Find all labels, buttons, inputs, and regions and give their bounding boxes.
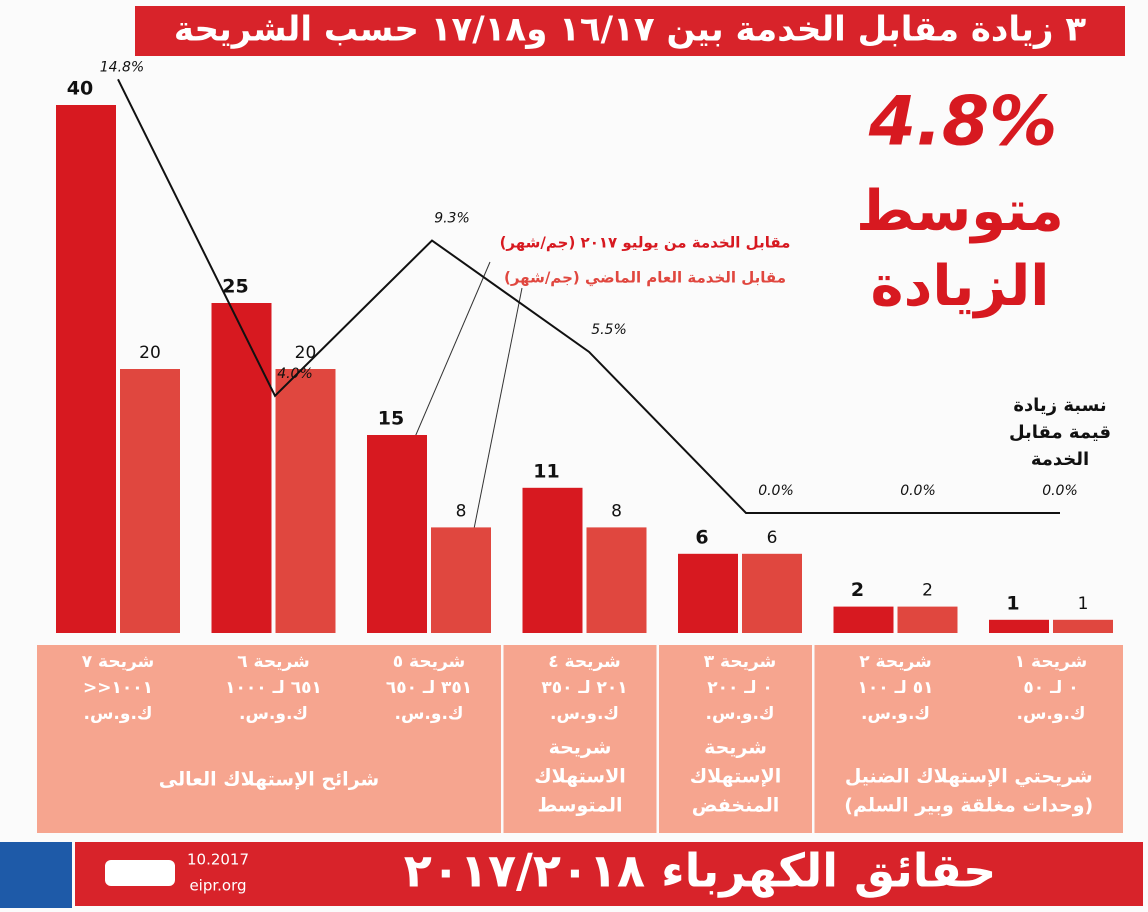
logo xyxy=(0,842,72,908)
line-value-label: 5.5% xyxy=(591,322,627,338)
leader-line xyxy=(464,287,523,575)
category-box xyxy=(503,645,657,833)
group-label: شرائح الإستهلاك العالى xyxy=(159,769,379,791)
bar xyxy=(431,527,491,633)
x-tick-label: ك.و.س. xyxy=(395,704,464,724)
value-label: 15 xyxy=(378,408,404,430)
value-label: 2 xyxy=(851,579,864,601)
bar xyxy=(742,553,802,633)
x-tick-label: ١٠٠١<< xyxy=(83,678,153,698)
bar xyxy=(211,303,272,633)
bar xyxy=(275,369,336,633)
value-label: 20 xyxy=(139,343,161,363)
footer-site: eipr.org xyxy=(189,877,246,895)
line-value-label: 0.0% xyxy=(1042,483,1078,499)
x-tick-label: شريحة ٣ xyxy=(704,652,777,672)
group-label: شريحتي الإستهلاك الضنيل xyxy=(845,766,1093,788)
value-label: 6 xyxy=(695,526,708,548)
title-bar xyxy=(135,6,1125,56)
footer-date: 10.2017 xyxy=(187,851,249,869)
footer-bar xyxy=(75,842,1143,906)
line-value-label: 4.0% xyxy=(277,366,313,382)
category-box xyxy=(814,645,1123,833)
x-tick-label: ٠ لـ ٥٠ xyxy=(1023,678,1078,698)
line-value-label: 0.0% xyxy=(758,483,794,499)
x-tick-label: ٦٥١ لـ ١٠٠٠ xyxy=(225,678,322,698)
line-value-label: 9.3% xyxy=(434,211,470,227)
group-label: شريحة xyxy=(549,737,612,759)
bar xyxy=(1053,619,1113,633)
line-legend: قيمة مقابل xyxy=(1009,422,1111,443)
value-label: 11 xyxy=(533,460,559,482)
value-label: 25 xyxy=(222,276,248,298)
group-label: المتوسط xyxy=(537,795,622,817)
x-tick-label: شريحة ٥ xyxy=(393,652,466,672)
value-label: 1 xyxy=(1006,592,1019,614)
x-tick-label: ك.و.س. xyxy=(1017,704,1086,724)
bar xyxy=(897,606,958,633)
bar xyxy=(989,619,1049,633)
category-box xyxy=(659,645,812,833)
x-tick-label: ٢٠١ لـ ٣٥٠ xyxy=(541,678,627,698)
x-tick-label: ٠ لـ ٢٠٠ xyxy=(707,678,773,698)
chart-title: ٣ زيادة مقابل الخدمة بين ١٦/١٧ و١٧/١٨ حس… xyxy=(174,10,1086,50)
group-label: شريحة xyxy=(704,737,767,759)
value-label: 8 xyxy=(456,501,467,521)
x-tick-label: شريحة ١ xyxy=(1015,652,1088,672)
value-label: 6 xyxy=(767,528,778,548)
average-value: 4.8% xyxy=(868,83,1058,162)
group-label: (وحدات مغلقة وبير السلم) xyxy=(844,795,1093,817)
bar xyxy=(120,369,180,633)
group-label: المنخفض xyxy=(692,795,779,817)
bar xyxy=(522,487,583,633)
cc-icon xyxy=(105,860,175,886)
x-tick-label: ك.و.س. xyxy=(861,704,930,724)
x-tick-label: شريحة ٦ xyxy=(237,652,310,672)
line-legend: الخدمة xyxy=(1031,449,1089,470)
x-tick-label: ك.و.س. xyxy=(550,704,619,724)
x-tick-label: ٥١ لـ ١٠٠ xyxy=(858,678,934,698)
footer-title: حقائق الكهرباء ٢٠١٧/٢٠١٨ xyxy=(404,844,997,898)
bar xyxy=(586,527,647,633)
value-label: 2 xyxy=(922,581,933,601)
x-tick-label: ك.و.س. xyxy=(706,704,775,724)
x-tick-label: ٣٥١ لـ ٦٥٠ xyxy=(386,678,472,698)
value-label: 1 xyxy=(1078,594,1089,614)
x-tick-label: شريحة ٤ xyxy=(548,652,621,672)
x-tick-label: ك.و.س. xyxy=(84,704,153,724)
bar xyxy=(367,435,427,633)
bar xyxy=(833,606,894,633)
value-label: 8 xyxy=(611,501,622,521)
group-label: الإستهلاك xyxy=(690,766,781,788)
bar xyxy=(56,105,116,633)
bar xyxy=(678,553,738,633)
line-value-label: 0.0% xyxy=(900,483,936,499)
value-label: 20 xyxy=(295,343,317,363)
value-label: 40 xyxy=(67,78,93,100)
category-box xyxy=(37,645,501,833)
legend-label: مقابل الخدمة من يوليو ٢٠١٧ (جم/شهر) xyxy=(500,234,791,252)
group-label: الاستهلاك xyxy=(534,766,625,788)
legend-label: مقابل الخدمة العام الماضي (جم/شهر) xyxy=(504,269,786,287)
x-tick-label: ك.و.س. xyxy=(239,704,308,724)
line xyxy=(117,78,1060,514)
line-value-label: 14.8% xyxy=(100,59,144,75)
average-caption: الزيادة xyxy=(871,254,1050,319)
line-legend: نسبة زيادة xyxy=(1013,395,1106,416)
average-caption: متوسط xyxy=(856,179,1064,244)
x-tick-label: شريحة ٢ xyxy=(859,652,932,672)
x-tick-label: شريحة ٧ xyxy=(82,652,155,672)
